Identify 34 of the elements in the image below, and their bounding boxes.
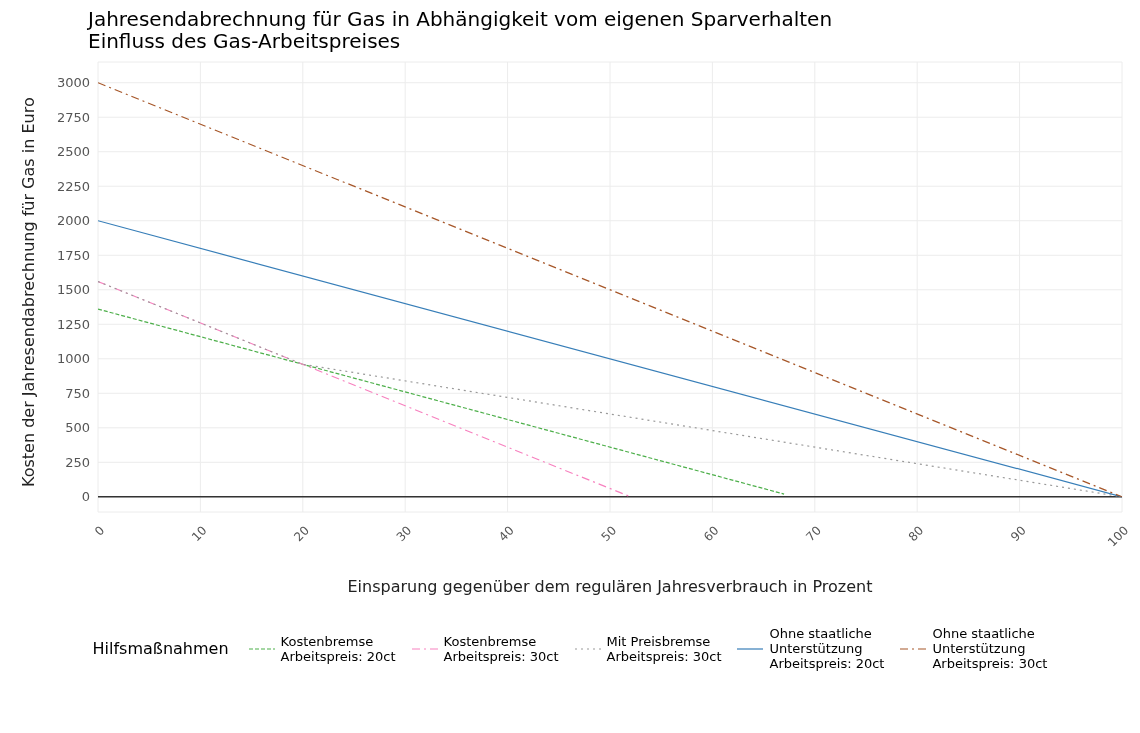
y-tick-label: 2000 [56, 213, 90, 229]
x-tick-label: 80 [905, 523, 927, 544]
legend-title: Hilfsmaßnahmen [92, 639, 229, 658]
legend-label: Ohne staatliche Unterstützung Arbeitspreis: 30ct [932, 626, 1048, 671]
y-tick-label: 1750 [56, 247, 90, 263]
x-tick-label: 70 [803, 523, 824, 544]
y-tick-label: 3000 [56, 75, 90, 91]
chart-subtitle: Einfluss des Gas-Arbeitspreises [88, 29, 402, 53]
y-tick-label: 1250 [56, 316, 90, 332]
y-tick-label: 250 [65, 454, 90, 470]
x-tick-label: 40 [496, 523, 517, 544]
legend-label: Kostenbremse Arbeitspreis: 20ct [280, 633, 396, 664]
y-tick-label: 2250 [56, 178, 90, 194]
y-tick-label: 0 [81, 489, 90, 505]
x-tick-label: 20 [291, 523, 312, 544]
y-tick-label: 2750 [56, 109, 90, 125]
legend-label: Mit Preisbremse Arbeitspreis: 30ct [606, 633, 722, 664]
x-tick-label: 90 [1008, 523, 1029, 544]
x-tick-label: 60 [700, 523, 722, 544]
y-tick-label: 2500 [56, 144, 90, 160]
y-tick-label: 1000 [56, 351, 90, 367]
x-tick-label: 0 [91, 523, 108, 539]
y-tick-label: 1500 [56, 282, 90, 298]
y-tick-label: 750 [65, 385, 90, 401]
legend-label: Ohne staatliche Unterstützung Arbeitspreis: 20ct [769, 626, 885, 671]
chart-title: Jahresendabrechnung für Gas in Abhängigkeit vom eigenen Sparverhalten [88, 7, 834, 31]
x-tick-label: 10 [188, 523, 210, 544]
y-axis-title: Kosten der Jahresendabrechnung für Gas in Euro [18, 97, 38, 487]
x-tick-label: 100 [1105, 523, 1132, 550]
x-axis-title: Einsparung gegenüber dem regulären Jahresverbrauch in Prozent [347, 577, 873, 596]
y-tick-label: 500 [65, 420, 90, 436]
x-tick-label: 50 [598, 523, 620, 544]
legend-label: Kostenbremse Arbeitspreis: 30ct [443, 633, 559, 664]
x-tick-label: 30 [393, 523, 415, 544]
